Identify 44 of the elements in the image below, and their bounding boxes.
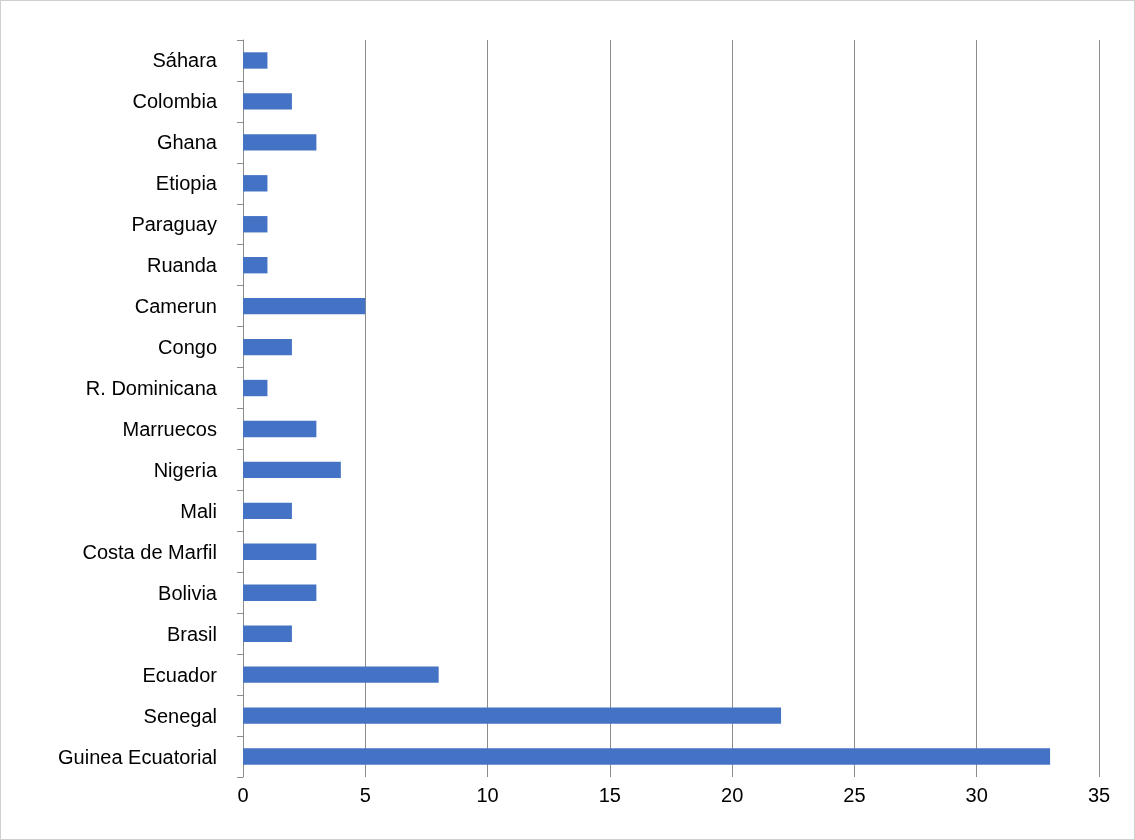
y-tick-label: Bolivia [158, 581, 218, 604]
bar [243, 93, 292, 110]
x-tick-label: 5 [359, 784, 371, 806]
x-tick-label: 25 [843, 784, 866, 806]
y-tick-label: Marruecos [122, 417, 217, 440]
y-tick-label: Ruanda [146, 254, 218, 277]
x-tick-label: 35 [1087, 784, 1111, 806]
y-tick-label: Mali [180, 499, 217, 522]
y-tick-label: Colombia [132, 90, 218, 113]
x-tick-label: 20 [721, 784, 744, 806]
bar [243, 543, 317, 560]
bar [243, 748, 1051, 765]
y-tick-label: Costa de Marfil [82, 540, 217, 563]
bar [243, 461, 341, 479]
y-tick-label: R. Dominicana [85, 377, 218, 400]
y-tick-label: Ecuador [142, 663, 218, 686]
y-tick-label: Paraguay [131, 213, 217, 236]
y-tick-label: Ghana [156, 131, 218, 154]
y-tick-label: Brasil [166, 622, 217, 645]
y-tick-label: Sáhara [152, 49, 218, 72]
x-tick-label: 15 [598, 784, 621, 806]
y-tick-label: Senegal [143, 704, 217, 727]
bar [243, 666, 439, 683]
bar [243, 584, 317, 601]
x-tick-label: 0 [237, 784, 249, 806]
bar [243, 420, 317, 438]
bar [243, 379, 268, 397]
bar [243, 257, 268, 274]
bar [243, 625, 292, 642]
x-tick-label: 10 [476, 784, 499, 806]
y-tick-label: Guinea Ecuatorial [58, 745, 217, 768]
bar [243, 134, 317, 151]
bar [243, 502, 292, 520]
bar [243, 216, 268, 233]
y-tick-label: Camerun [134, 295, 217, 318]
bar [243, 707, 782, 724]
y-tick-label: Congo [158, 336, 217, 359]
y-tick-label: Nigeria [153, 458, 218, 481]
bar [243, 175, 268, 192]
bar [243, 52, 268, 69]
y-tick-label: Etiopia [155, 172, 218, 195]
bar [243, 297, 366, 315]
x-tick-label: 30 [965, 784, 988, 806]
bar [243, 338, 292, 356]
